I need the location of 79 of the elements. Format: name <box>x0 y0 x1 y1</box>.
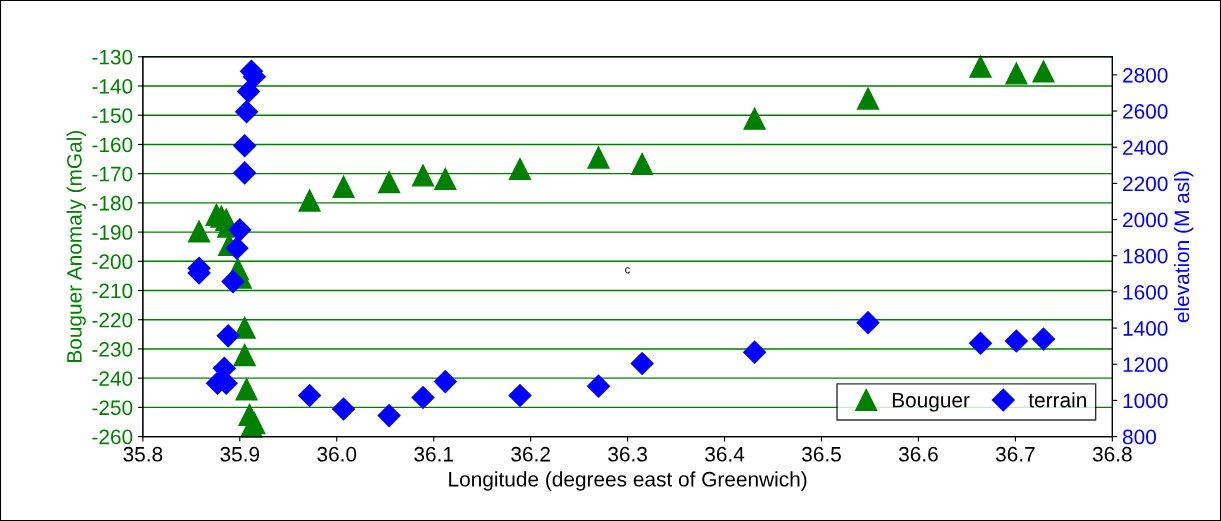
y2-tick-label: 1000 <box>1123 393 1168 409</box>
point <box>1032 327 1055 351</box>
point <box>332 175 355 198</box>
y2-tick-label: 2000 <box>1123 212 1168 228</box>
x-tick-label: 36.2 <box>511 446 550 462</box>
point <box>743 340 767 364</box>
point <box>743 107 766 130</box>
y-tick-label: -220 <box>92 312 133 328</box>
y-axis-title: Bouguer Anomaly (mGal) <box>66 131 86 362</box>
point <box>225 236 249 260</box>
point <box>233 343 256 367</box>
point <box>508 384 532 408</box>
annotation: c <box>625 267 630 274</box>
point <box>630 352 654 376</box>
y-tick-label: -170 <box>92 166 133 182</box>
y-tick-label: -210 <box>92 283 133 299</box>
y-tick-label: -150 <box>92 108 133 123</box>
y-tick-label: -160 <box>92 137 133 153</box>
point <box>1032 60 1055 83</box>
point <box>233 161 257 185</box>
y2-tick-label: 1200 <box>1123 357 1168 373</box>
point <box>856 311 880 335</box>
point <box>1005 62 1028 85</box>
x-tick-label: 36.0 <box>317 446 357 462</box>
y2-tick-label: 2400 <box>1123 140 1168 155</box>
point <box>235 100 259 124</box>
point <box>221 270 245 294</box>
point <box>377 404 401 428</box>
point <box>332 397 356 421</box>
y-tick-label: -130 <box>92 49 133 65</box>
legend-label: terrain <box>1028 392 1086 408</box>
point <box>377 171 401 194</box>
point <box>216 324 240 348</box>
point <box>298 384 322 408</box>
x-tick-label: 36.7 <box>995 446 1035 462</box>
point <box>228 218 252 242</box>
point <box>433 370 457 394</box>
y-tick-label: -260 <box>92 429 133 445</box>
x-tick-label: 36.4 <box>705 446 745 462</box>
point <box>237 80 261 104</box>
x-tick-label: 36.3 <box>608 446 647 462</box>
point <box>508 157 532 181</box>
point <box>1004 329 1028 353</box>
point <box>587 146 610 169</box>
x-axis-title: Longitude (degrees east of Greenwich) <box>449 471 807 491</box>
y2-tick-label: 2600 <box>1123 104 1168 119</box>
point <box>235 378 258 401</box>
y-tick-label: -180 <box>92 195 133 211</box>
point <box>631 152 654 176</box>
y-tick-label: -250 <box>92 400 133 416</box>
y2-tick-label: 2800 <box>1123 67 1168 83</box>
y2-tick-label: 1800 <box>1123 248 1168 264</box>
x-tick-label: 36.5 <box>802 446 841 462</box>
point <box>411 386 435 410</box>
point <box>411 164 435 187</box>
legend-label: Bouguer <box>892 392 970 412</box>
point <box>298 189 321 212</box>
x-tick-label: 36.8 <box>1092 446 1132 462</box>
x-tick-label: 35.9 <box>220 446 260 462</box>
y-tick-label: -240 <box>92 371 133 386</box>
y2-tick-label: 2200 <box>1123 176 1168 192</box>
y2-tick-label: 800 <box>1122 429 1156 445</box>
y-tick-label: -190 <box>92 225 133 240</box>
y-tick-label: -230 <box>92 341 133 357</box>
point <box>587 374 611 398</box>
point <box>856 87 880 110</box>
point <box>969 55 992 78</box>
y2-tick-label: 1400 <box>1123 321 1168 336</box>
x-tick-label: 36.1 <box>414 446 453 462</box>
y-tick-label: -140 <box>92 79 133 94</box>
point <box>434 167 457 191</box>
y-tick-label: -200 <box>92 254 133 270</box>
x-tick-label: 35.8 <box>123 446 163 462</box>
point <box>968 331 992 355</box>
y2-axis-title: elevation (M asl) <box>1173 171 1194 323</box>
point <box>233 134 257 158</box>
point <box>187 220 211 243</box>
x-tick-label: 36.6 <box>898 446 938 462</box>
y2-tick-label: 1600 <box>1123 284 1168 300</box>
